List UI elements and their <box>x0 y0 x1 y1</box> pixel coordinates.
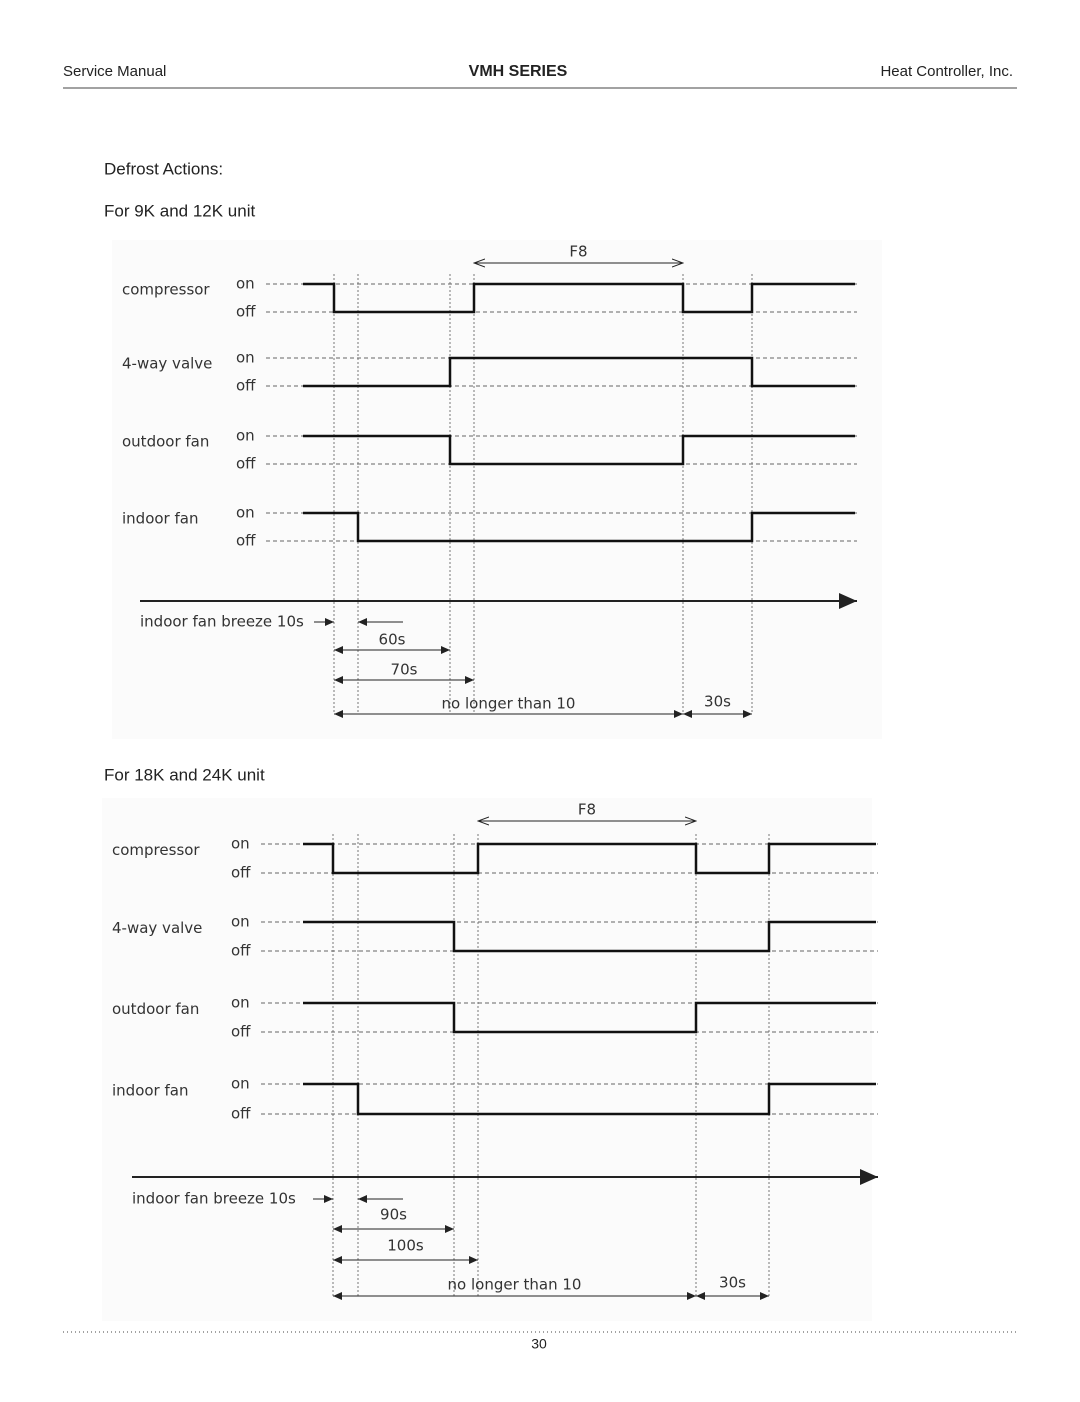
timing-label: no longer than 10 <box>448 1276 582 1294</box>
signal-name: outdoor fan <box>122 433 209 451</box>
on-label: on <box>236 427 255 445</box>
timing-label: 60s <box>379 631 406 649</box>
timing-label: 30s <box>719 1274 746 1292</box>
waveform <box>303 1001 876 1034</box>
timing-label: 90s <box>380 1206 407 1224</box>
header-left: Service Manual <box>63 63 166 80</box>
page-number: 30 <box>531 1336 547 1352</box>
diagram-title: For 9K and 12K unit <box>104 201 255 220</box>
period-label: F8 <box>578 801 596 819</box>
signal-name: indoor fan <box>122 510 198 528</box>
off-label: off <box>231 864 251 882</box>
off-label: off <box>236 303 256 321</box>
breeze-label: indoor fan breeze 10s <box>132 1190 296 1208</box>
waveform <box>303 282 855 314</box>
signal-name: 4-way valve <box>122 355 212 373</box>
waveform <box>303 1082 876 1116</box>
diagram-title: For 18K and 24K unit <box>104 765 265 784</box>
diagram-bg <box>112 240 882 739</box>
header-right: Heat Controller, Inc. <box>880 63 1013 80</box>
timing-label: 100s <box>387 1237 424 1255</box>
on-label: on <box>236 504 255 522</box>
waveform <box>303 434 855 466</box>
waveform <box>303 920 876 953</box>
signal-name: compressor <box>112 841 200 859</box>
off-label: off <box>231 1023 251 1041</box>
on-label: on <box>236 349 255 367</box>
timing-label: 70s <box>391 661 418 679</box>
period-label: F8 <box>569 243 587 261</box>
signal-name: indoor fan <box>112 1082 188 1100</box>
waveform <box>303 842 876 875</box>
section-title: Defrost Actions: <box>104 159 223 178</box>
signal-name: compressor <box>122 281 210 299</box>
on-label: on <box>231 913 250 931</box>
timing-label: no longer than 10 <box>442 695 576 713</box>
waveform <box>303 356 855 388</box>
off-label: off <box>231 942 251 960</box>
on-label: on <box>236 275 255 293</box>
signal-name: 4-way valve <box>112 919 202 937</box>
on-label: on <box>231 1075 250 1093</box>
diagram-bg <box>102 798 872 1321</box>
off-label: off <box>236 455 256 473</box>
signal-name: outdoor fan <box>112 1000 199 1018</box>
off-label: off <box>236 377 256 395</box>
header-center: VMH SERIES <box>469 63 568 80</box>
breeze-label: indoor fan breeze 10s <box>140 613 304 631</box>
off-label: off <box>236 532 256 550</box>
on-label: on <box>231 835 250 853</box>
waveform <box>303 511 855 543</box>
off-label: off <box>231 1105 251 1123</box>
on-label: on <box>231 994 250 1012</box>
timing-label: 30s <box>704 693 731 711</box>
